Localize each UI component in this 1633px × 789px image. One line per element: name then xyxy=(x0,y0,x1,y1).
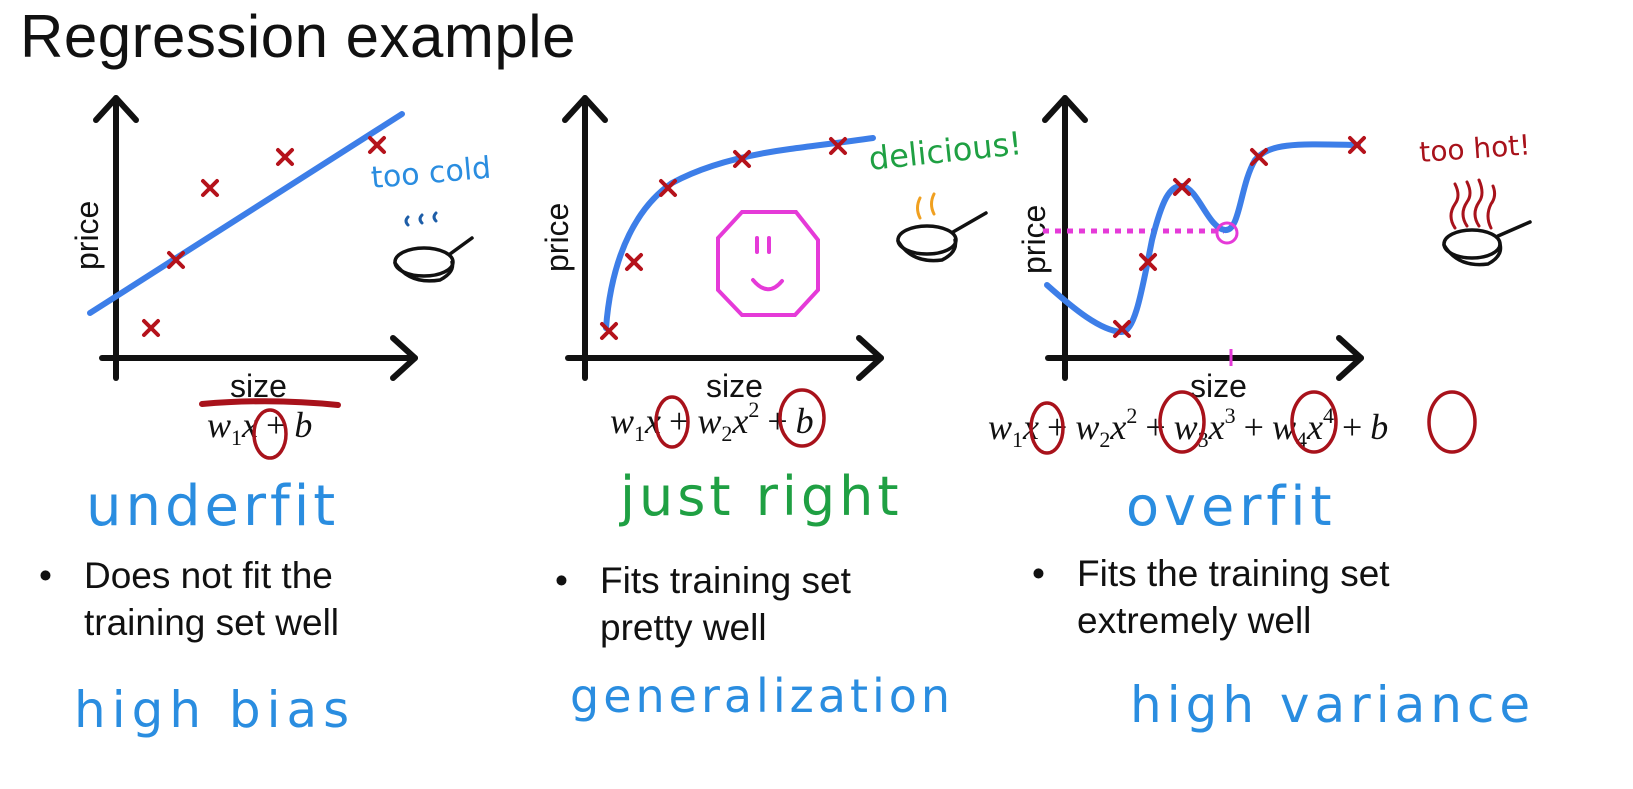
y-axis-label: price xyxy=(1016,205,1052,274)
bullet-underfit: • Does not fit the training set well xyxy=(39,552,340,646)
y-axis-label: price xyxy=(69,201,105,270)
panel-overfit: price size too hot! w1x + w2x2 + w3x3 + w xyxy=(988,95,1535,734)
label-overfit: overfit xyxy=(1126,475,1337,538)
bullet-dot: • xyxy=(1032,553,1045,594)
circled-features xyxy=(654,388,826,449)
annotation-delicious: delicious! xyxy=(867,124,1024,178)
fit-line xyxy=(87,111,405,316)
annotation-too-cold: too cold xyxy=(370,151,493,196)
hot-pan-icon xyxy=(1442,178,1532,267)
formula-quartic: w1x + w2x2 + w3x3 + w4x4 + b xyxy=(988,403,1388,452)
bullet-line: training set well xyxy=(84,602,340,643)
bullet-line: Does not fit the xyxy=(84,555,333,596)
bullet-dot: • xyxy=(555,560,568,601)
circled-feature xyxy=(252,408,288,460)
x-axis-label: size xyxy=(706,368,763,404)
red-strike xyxy=(199,398,341,408)
bullet-overfit: • Fits the training set extremely well xyxy=(1032,550,1390,644)
bullet-just-right: • Fits training set pretty well xyxy=(555,557,851,651)
formula-linear: w1x + b xyxy=(207,405,312,450)
axes xyxy=(562,95,884,381)
highlight-circle xyxy=(1215,221,1239,245)
label-underfit: underfit xyxy=(86,474,339,539)
bullet-line: pretty well xyxy=(600,607,767,648)
x-axis-label: size xyxy=(230,368,287,404)
axes xyxy=(1042,95,1364,381)
footer-high-bias: high bias xyxy=(74,681,355,739)
x-axis-label: size xyxy=(1190,368,1247,404)
bullet-line: Fits the training set xyxy=(1077,553,1390,594)
bullet-dot: • xyxy=(39,555,52,596)
smiley-icon xyxy=(716,210,820,317)
circled-features xyxy=(1029,390,1477,455)
warm-pan-icon xyxy=(896,192,988,263)
slide-title: Regression example xyxy=(20,3,576,70)
training-points xyxy=(600,137,847,340)
y-axis-label: price xyxy=(539,203,575,272)
footer-high-variance: high variance xyxy=(1130,676,1535,734)
bullet-line: Fits training set xyxy=(600,560,851,601)
fit-curve xyxy=(603,135,876,331)
training-points xyxy=(142,136,386,337)
cold-pan-icon xyxy=(393,211,474,283)
label-just-right: just right xyxy=(619,465,903,528)
footer-generalization: generalization xyxy=(570,669,954,723)
fit-curve xyxy=(1044,141,1361,335)
panel-underfit: price size too cold w1x + b underfit high … xyxy=(69,95,493,739)
training-points xyxy=(1113,136,1366,338)
axes xyxy=(93,95,418,381)
annotation-too-hot: too hot! xyxy=(1418,128,1531,169)
bullet-line: extremely well xyxy=(1077,600,1312,641)
panel-just-right: price size delicious! w1x + w2x2 + b xyxy=(539,95,1024,723)
